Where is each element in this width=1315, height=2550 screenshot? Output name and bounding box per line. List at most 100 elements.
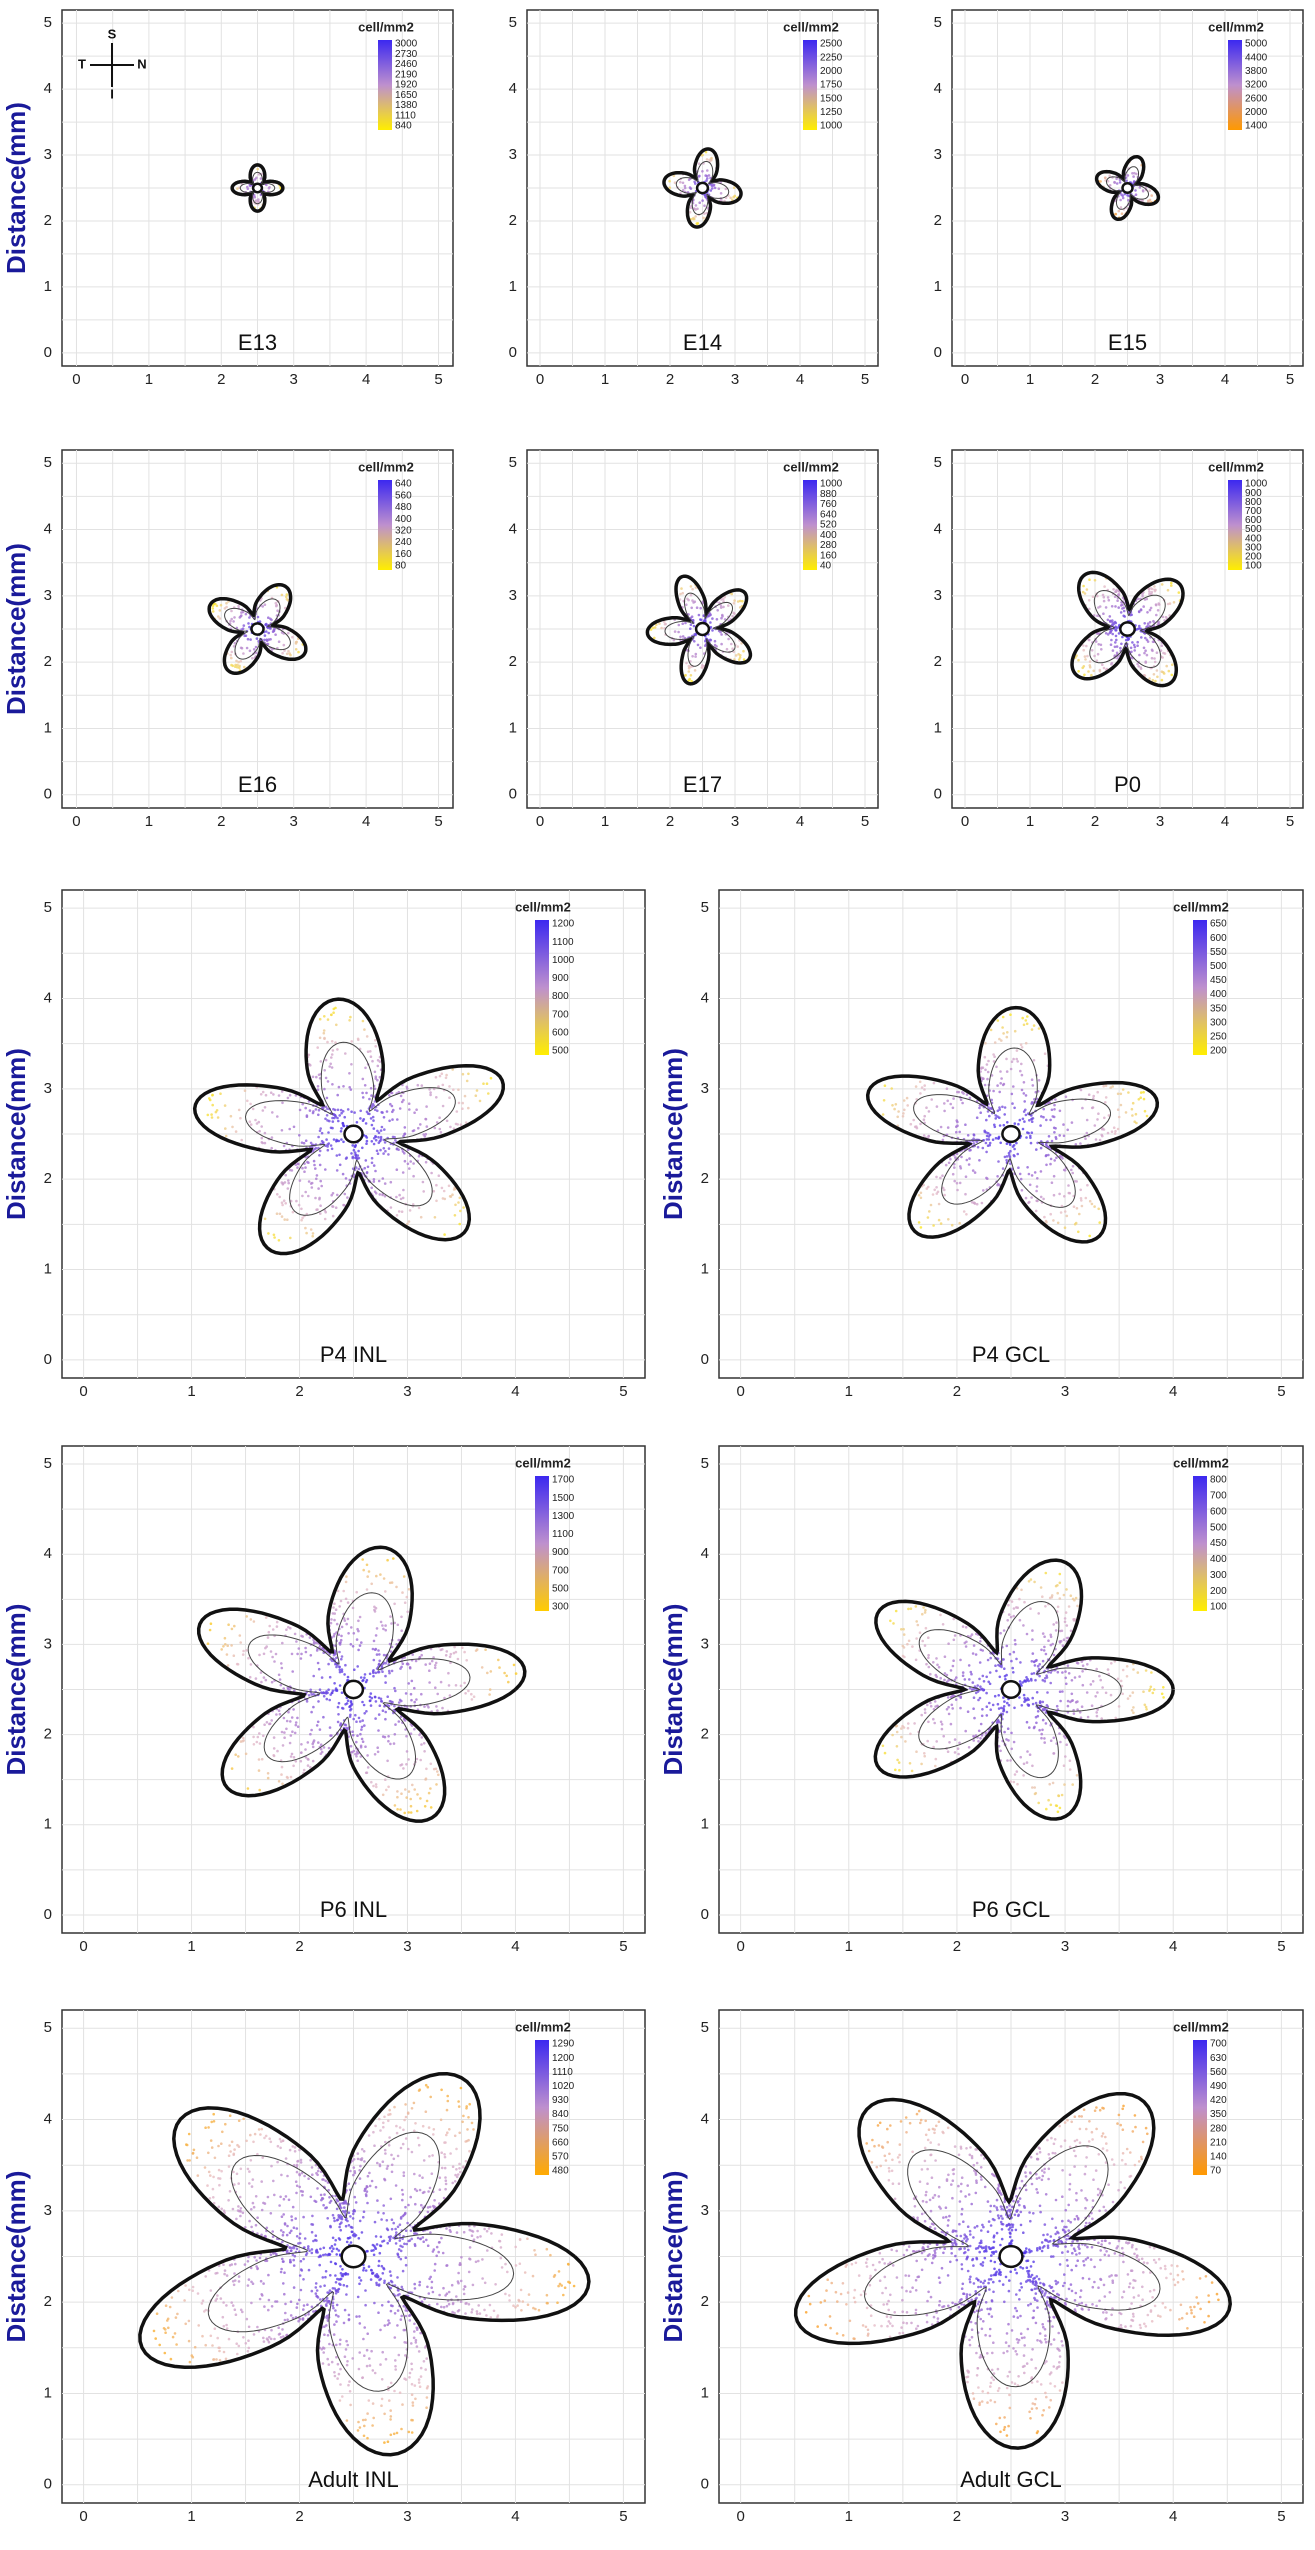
- cell-dot: [1137, 1098, 1141, 1101]
- cell-dot: [1036, 1710, 1040, 1713]
- cell-dot: [1099, 180, 1102, 183]
- cell-dot: [1143, 1703, 1147, 1707]
- cell-dot: [999, 1631, 1002, 1635]
- cell-dot: [470, 1692, 473, 1696]
- cell-dot: [890, 1087, 893, 1090]
- cell-dot: [1060, 1793, 1064, 1797]
- cell-dot: [242, 1736, 245, 1740]
- cell-dot: [363, 1166, 367, 1170]
- x-tick-label: 2: [217, 371, 225, 388]
- cell-dot: [1121, 635, 1124, 639]
- cell-dot: [362, 1118, 366, 1121]
- cell-dot: [687, 178, 691, 182]
- cell-dot: [270, 2328, 273, 2332]
- cell-dot: [211, 610, 215, 613]
- y-tick-label: 5: [44, 1455, 52, 1472]
- colorbar-tick-label: 640: [395, 479, 412, 490]
- cell-dot: [1042, 1197, 1045, 1201]
- cell-dot: [462, 2288, 466, 2291]
- cell-dot: [286, 2224, 289, 2228]
- cell-dot: [429, 2095, 433, 2099]
- cell-dot: [363, 1084, 367, 1087]
- cell-dot: [653, 636, 656, 640]
- cell-dot: [405, 1796, 409, 1799]
- cell-dot: [681, 635, 685, 638]
- cell-dot: [1118, 181, 1122, 184]
- cell-dot: [1071, 1171, 1074, 1175]
- x-tick-label: 5: [861, 813, 869, 830]
- cell-dot: [707, 614, 710, 618]
- cell-dot: [411, 1783, 414, 1787]
- cell-dot: [1170, 584, 1173, 587]
- cell-dot: [488, 1688, 492, 1691]
- cell-dot: [1153, 657, 1156, 660]
- cell-dot: [283, 2318, 287, 2322]
- cell-dot: [420, 1084, 424, 1087]
- cell-dot: [1033, 1792, 1037, 1796]
- cell-dot: [444, 1076, 448, 1080]
- cell-dot: [883, 1751, 887, 1755]
- cell-dot: [335, 2355, 338, 2359]
- cell-dot: [1077, 658, 1080, 662]
- cell-dot: [376, 1064, 380, 1068]
- cell-dot: [448, 1085, 451, 1088]
- cell-dot: [340, 1111, 343, 1115]
- cell-dot: [1082, 584, 1085, 588]
- cell-dot: [1161, 615, 1165, 619]
- cell-dot: [244, 1752, 248, 1756]
- retina-outline: [192, 997, 505, 1256]
- cell-dot: [325, 1096, 329, 1100]
- cell-dot: [401, 1171, 405, 1174]
- cell-dot: [1165, 664, 1168, 668]
- cell-dot: [742, 649, 745, 653]
- cell-dot: [934, 1757, 938, 1761]
- cell-dot: [346, 1108, 350, 1111]
- cell-dot: [292, 2258, 296, 2262]
- cell-dot: [219, 1092, 222, 1095]
- cell-dot: [242, 652, 245, 655]
- y-tick-label: 2: [44, 2293, 52, 2310]
- cell-dot: [366, 1112, 370, 1115]
- x-tick-label: 4: [511, 1383, 519, 1400]
- colorbar-tick-label: 450: [1210, 975, 1227, 986]
- cell-dot: [374, 1138, 378, 1142]
- cell-dot: [907, 1607, 910, 1611]
- cell-dot: [478, 1099, 482, 1103]
- cell-dot: [356, 2157, 360, 2161]
- cell-dot: [1143, 651, 1146, 655]
- cell-dot: [1066, 1699, 1070, 1703]
- contour-line: [918, 1600, 1122, 1779]
- cell-dot: [721, 614, 724, 618]
- cell-dot: [381, 1624, 384, 1627]
- cell-dot: [358, 2177, 362, 2180]
- cell-dot: [1009, 1162, 1012, 1165]
- cell-dot: [285, 597, 289, 601]
- cell-dot: [339, 1108, 343, 1112]
- cell-dot: [1166, 602, 1170, 606]
- y-axis-label: Distance(mm): [658, 1048, 688, 1220]
- cell-dot: [392, 2221, 396, 2225]
- cell-dot: [935, 1740, 938, 1743]
- cell-dot: [349, 1707, 353, 1711]
- cell-dot: [248, 1675, 252, 1679]
- cell-dot: [387, 1147, 391, 1150]
- cell-dot: [335, 2247, 339, 2251]
- cell-dot: [400, 1615, 403, 1619]
- colorbar-tick-label: 700: [552, 1565, 569, 1576]
- cell-dot: [505, 1674, 509, 1678]
- cell-dot: [924, 1608, 927, 1612]
- cell-dot: [1087, 599, 1091, 602]
- cell-dot: [305, 1231, 308, 1235]
- cell-dot: [1013, 1029, 1017, 1033]
- cell-dot: [391, 1135, 395, 1139]
- cell-dot: [233, 1624, 236, 1628]
- y-tick-label: 4: [701, 1545, 709, 1562]
- cell-dot: [326, 1080, 330, 1083]
- cell-dot: [979, 1111, 982, 1114]
- cell-dot: [423, 1705, 426, 1708]
- cell-dot: [500, 2266, 504, 2269]
- retina-outline: [230, 163, 285, 213]
- cell-dot: [404, 1728, 407, 1731]
- cell-dot: [984, 1041, 987, 1045]
- cell-dot: [1136, 597, 1140, 601]
